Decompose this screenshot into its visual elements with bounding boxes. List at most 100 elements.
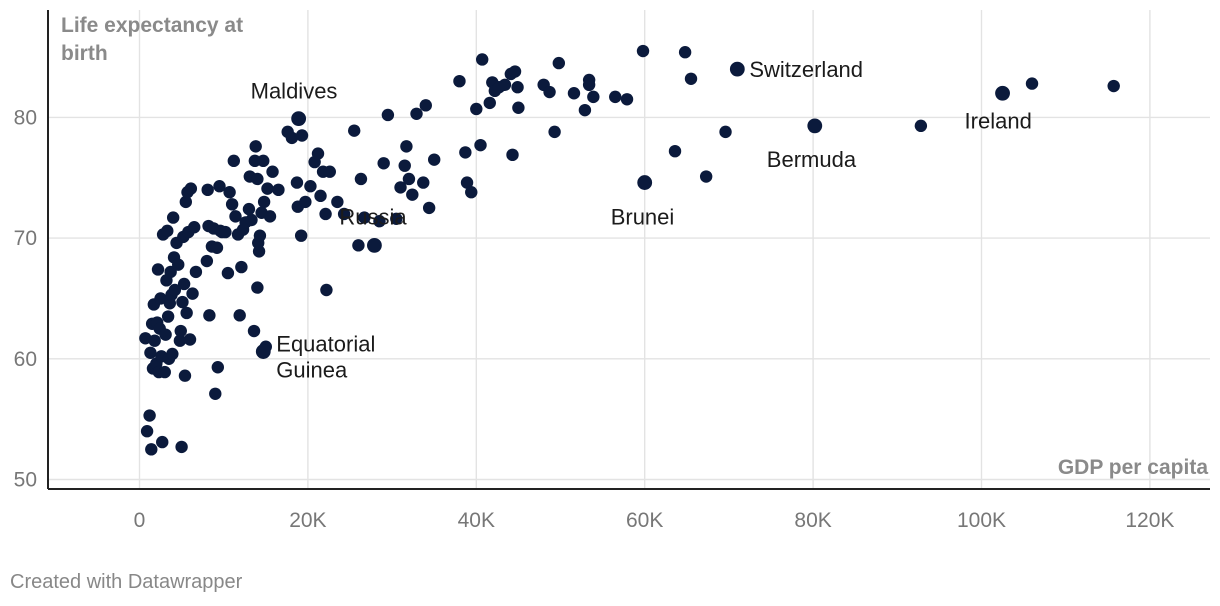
highlighted-point: [291, 111, 307, 127]
data-point: [459, 146, 472, 159]
x-axis-title: GDP per capita: [1058, 456, 1208, 479]
y-axis-title-line: Life expectancy at: [61, 14, 243, 37]
data-point: [151, 263, 165, 276]
annotation-label-line: Russia: [339, 204, 407, 229]
data-point: [320, 283, 333, 297]
data-point: [223, 186, 236, 199]
annotation-label: Ireland: [965, 108, 1032, 133]
data-point: [428, 153, 441, 166]
data-point: [188, 221, 201, 234]
data-point: [719, 125, 732, 139]
data-point: [242, 202, 256, 216]
data-point: [295, 129, 309, 142]
data-point: [352, 239, 365, 252]
data-point: [173, 334, 187, 347]
data-point: [398, 159, 411, 172]
y-tick-label: 50: [14, 469, 37, 492]
data-point: [253, 229, 267, 242]
highlighted-point: [729, 61, 745, 77]
annotation-label-line: Maldives: [251, 79, 338, 104]
data-point: [184, 182, 198, 195]
data-point: [1107, 79, 1120, 93]
data-point: [636, 44, 650, 58]
data-point: [251, 172, 264, 186]
data-point: [178, 369, 192, 382]
data-point: [252, 245, 266, 258]
data-point: [140, 425, 154, 438]
annotation-label-line: Equatorial: [276, 332, 375, 357]
data-point: [154, 292, 167, 305]
annotation-label: Brunei: [611, 205, 675, 230]
data-point: [304, 179, 317, 193]
data-point: [144, 346, 157, 359]
y-tick-label: 80: [14, 106, 37, 129]
data-point: [221, 266, 235, 280]
highlighted-point: [807, 118, 823, 134]
highlighted-point: [637, 175, 653, 190]
data-point: [285, 131, 299, 145]
gridlines: [48, 10, 1210, 489]
data-point: [183, 333, 197, 346]
annotation-label-line: Ireland: [965, 108, 1032, 133]
x-tick-label: 0: [134, 509, 146, 532]
data-point: [172, 258, 185, 271]
data-point: [914, 119, 928, 133]
data-point: [498, 78, 512, 92]
data-point: [145, 443, 158, 456]
data-point: [578, 103, 592, 117]
data-point: [483, 96, 496, 110]
data-point: [257, 154, 270, 168]
data-point: [512, 101, 525, 114]
annotation-label-line: Bermuda: [767, 147, 857, 172]
data-point: [567, 87, 581, 100]
data-point: [249, 140, 262, 153]
data-point: [261, 182, 274, 195]
y-axis-title: Life expectancy at birth: [61, 14, 243, 65]
data-point: [161, 224, 174, 238]
data-point: [377, 157, 390, 170]
data-point: [299, 195, 312, 209]
data-point: [180, 306, 193, 320]
data-point: [460, 176, 474, 189]
data-point: [177, 277, 191, 291]
axes: 0 20K 40K 60K 80K 100K 120K 50 60 70 80: [14, 10, 1210, 532]
y-axis-title-line: birth: [61, 42, 108, 65]
data-point: [168, 283, 182, 297]
data-point: [331, 195, 344, 209]
data-point: [419, 99, 432, 112]
data-point: [175, 440, 188, 454]
y-tick-label: 60: [14, 348, 37, 371]
data-point: [229, 210, 242, 223]
data-point: [213, 179, 226, 193]
data-point: [319, 207, 332, 221]
y-tick-label: 70: [14, 227, 37, 250]
data-point: [699, 170, 713, 183]
data-point: [294, 229, 308, 242]
data-point: [381, 108, 395, 122]
data-point: [233, 309, 246, 322]
data-point: [245, 213, 258, 227]
footer-credit: Created with Datawrapper: [10, 571, 243, 593]
data-point: [263, 210, 277, 223]
data-point: [511, 81, 524, 94]
data-point: [314, 189, 327, 203]
x-tick-label: 20K: [289, 509, 326, 532]
data-point: [209, 387, 222, 401]
data-point: [465, 186, 478, 199]
x-tick-label: 60K: [626, 509, 663, 532]
data-point: [508, 65, 522, 78]
highlighted-point: [367, 237, 382, 253]
data-point: [203, 309, 216, 322]
data-point: [189, 265, 203, 279]
data-point: [678, 46, 692, 59]
data-point: [227, 154, 241, 168]
data-point: [543, 85, 556, 99]
data-point: [323, 165, 336, 178]
data-point: [417, 176, 430, 189]
data-point: [159, 328, 172, 341]
data-point: [251, 281, 264, 294]
data-point: [453, 74, 466, 88]
data-point: [235, 260, 248, 274]
annotation-label: Equatorial Guinea: [276, 332, 375, 383]
